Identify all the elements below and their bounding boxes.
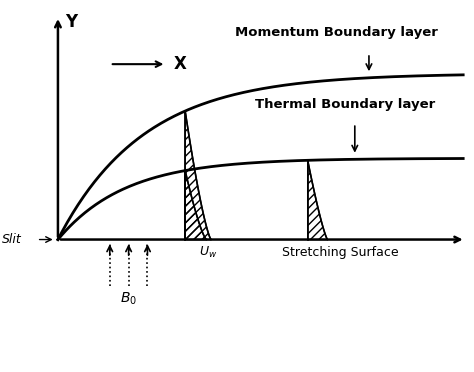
Text: Momentum Boundary layer: Momentum Boundary layer: [235, 26, 438, 39]
Text: X: X: [173, 55, 186, 73]
Text: Stretching Surface: Stretching Surface: [283, 246, 399, 259]
Text: Y: Y: [65, 13, 77, 31]
Text: $B_0$: $B_0$: [120, 291, 137, 307]
Text: Thermal Boundary layer: Thermal Boundary layer: [255, 98, 436, 111]
Text: $U_w$: $U_w$: [199, 245, 218, 260]
Text: Slit: Slit: [2, 233, 22, 246]
